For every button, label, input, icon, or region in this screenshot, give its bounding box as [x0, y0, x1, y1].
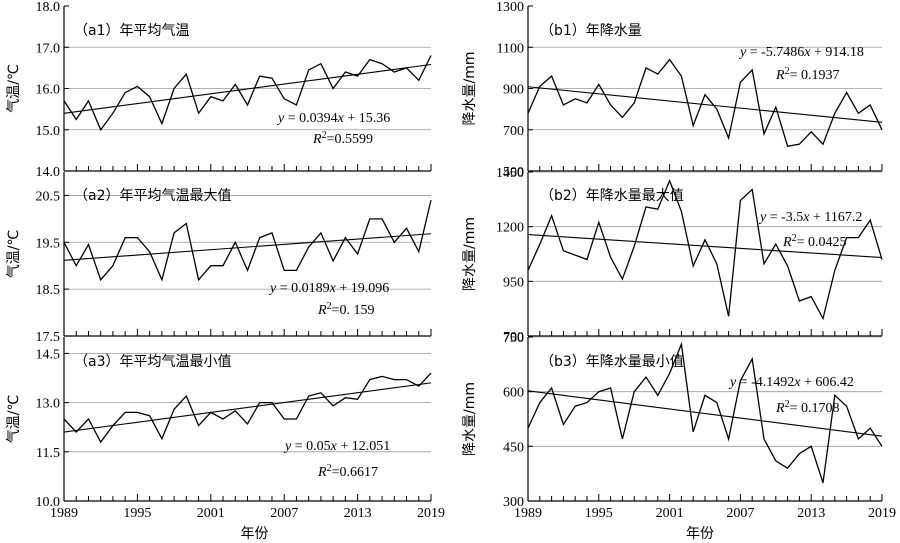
y-tick-label-b2-2: 1200: [496, 221, 524, 236]
r-squared-a3: R2=0.6617: [317, 463, 378, 481]
panel-b3: 300 450 600 750 降水量/mm （b3）年降水量最小值 y = -4.1492…: [462, 331, 883, 510]
y-axis-label-b2: 降水量/mm: [462, 217, 478, 291]
y-tick-label-a1-0: 14.0: [36, 165, 61, 180]
trend-equation-a3: y = 0.05x + 12.051: [283, 439, 390, 454]
y-tick-label-b3-1: 450: [503, 440, 524, 455]
y-tick-label-b3-2: 600: [503, 386, 524, 401]
y-tick-label-a2-0: 17.5: [36, 330, 61, 345]
series-line-b3: [527, 341, 883, 483]
x-tick-label-a3-4: 2013: [344, 506, 372, 521]
y-tick-label-a3-3: 14.5: [36, 347, 61, 362]
y-tick-label-a3-1: 11.5: [36, 446, 60, 461]
trend-equation-b2: y = -3.5x + 1167.2: [758, 210, 862, 225]
panel-b1: 500 700 900 1100 1300 降水量/mm （b1）年降水量 y = -5.74…: [462, 0, 883, 180]
trend-equation-a2: y = 0.0189x + 19.096: [268, 281, 389, 296]
x-tick-label-a3-2: 2001: [197, 506, 225, 521]
x-tick-label-a3-5: 2019: [417, 506, 445, 521]
y-tick-label-b2-3: 1450: [496, 166, 524, 181]
x-axis-label-b3: 年份: [686, 526, 714, 542]
trend-equation-b1: y = -5.7486x + 914.18: [738, 45, 864, 60]
panel-b2: 700 950 1200 1450 降水量/mm （b2）年降水量最大值 y = -3.5x…: [462, 166, 883, 345]
y-tick-label-a3-0: 10.0: [36, 495, 61, 510]
series-line-b2: [527, 178, 883, 321]
y-tick-label-b2-1: 950: [503, 275, 524, 290]
panel-title-b3: （b3）年降水量最小值: [540, 354, 684, 370]
x-tick-label-b3-1: 1995: [585, 506, 613, 521]
x-axis-label-a3: 年份: [241, 526, 269, 542]
x-tick-label-b3-4: 2013: [797, 506, 825, 521]
y-tick-label-b1-3: 1100: [497, 41, 524, 56]
trend-line-b1: [527, 86, 883, 123]
y-tick-label-b1-0: 500: [503, 165, 524, 180]
x-tick-label-b3-5: 2019: [868, 506, 896, 521]
trend-line-b2: [527, 234, 883, 259]
panel-title-a1: （a1）年平均气温: [74, 23, 190, 39]
x-tick-label-a3-1: 1995: [123, 506, 151, 521]
y-tick-label-a1-1: 15.0: [36, 124, 61, 139]
series-line-a3: [63, 372, 432, 444]
r-squared-b2: R2= 0.0425: [782, 233, 846, 251]
trend-equation-a1: y = 0.0394x + 15.36: [276, 111, 390, 126]
y-tick-label-b3-3: 750: [503, 331, 524, 346]
y-tick-label-b3-0: 300: [503, 495, 524, 510]
y-tick-label-a1-4: 18.0: [36, 0, 61, 15]
y-axis-label-b1: 降水量/mm: [462, 52, 478, 126]
trend-line-a2: [63, 233, 432, 261]
y-tick-label-a2-1: 18.5: [36, 283, 61, 298]
series-line-b1: [527, 58, 883, 148]
panel-title-a3: （a3）年平均气温最小值: [74, 354, 232, 370]
trend-line-a3: [63, 382, 432, 433]
x-tick-label-a3-0: 1989: [50, 506, 78, 521]
y-tick-label-b2-0: 700: [503, 330, 524, 345]
y-axis-label-a3: 气温/℃: [6, 395, 22, 443]
trend-line-b3: [527, 390, 883, 437]
trend-equation-b3: y = -4.1492x + 606.42: [728, 375, 854, 390]
r-squared-b3: R2= 0.1708: [775, 399, 839, 417]
y-tick-label-a2-3: 20.5: [36, 189, 61, 204]
y-axis-label-a1: 气温/℃: [6, 64, 22, 112]
r-squared-a2: R2=0. 159: [317, 301, 374, 319]
y-axis-label-b3: 降水量/mm: [462, 382, 478, 456]
x-tick-label-b3-0: 1989: [514, 506, 542, 521]
y-tick-label-b1-1: 700: [503, 124, 524, 139]
series-line-a2: [63, 199, 432, 282]
y-tick-label-b1-2: 900: [503, 83, 524, 98]
panel-a2: 17.5 18.5 19.5 20.5 气温/℃ （a2）年平均气温最大值 y = 0.01…: [6, 172, 432, 345]
x-tick-label-b3-3: 2007: [726, 506, 754, 521]
panel-title-b1: （b1）年降水量: [540, 23, 642, 39]
r-squared-a1: R2=0.5599: [312, 130, 373, 148]
x-tick-label-a3-3: 2007: [270, 506, 298, 521]
series-line-a1: [63, 55, 432, 132]
x-tick-label-b3-2: 2001: [656, 506, 684, 521]
panel-title-a2: （a2）年平均气温最大值: [74, 188, 232, 204]
panel-a3: 10.0 11.5 13.0 14.5 气温/℃ （a3）年平均气温最小值 y = 0.05…: [6, 337, 432, 510]
y-tick-label-a1-2: 16.0: [36, 83, 61, 98]
panel-a1: 14.0 15.0 16.0 17.0 18.0 气温/℃ （a1）年平均气温 y = 0.0…: [6, 0, 432, 180]
y-tick-label-b1-4: 1300: [496, 0, 524, 15]
y-axis-label-a2: 气温/℃: [6, 230, 22, 278]
trend-line-a1: [63, 63, 432, 114]
panel-title-b2: （b2）年降水量最大值: [540, 188, 684, 204]
y-tick-label-a1-3: 17.0: [36, 41, 61, 56]
r-squared-b1: R2= 0.1937: [775, 66, 839, 84]
y-tick-label-a3-2: 13.0: [36, 397, 61, 412]
y-tick-label-a2-2: 19.5: [36, 236, 61, 251]
